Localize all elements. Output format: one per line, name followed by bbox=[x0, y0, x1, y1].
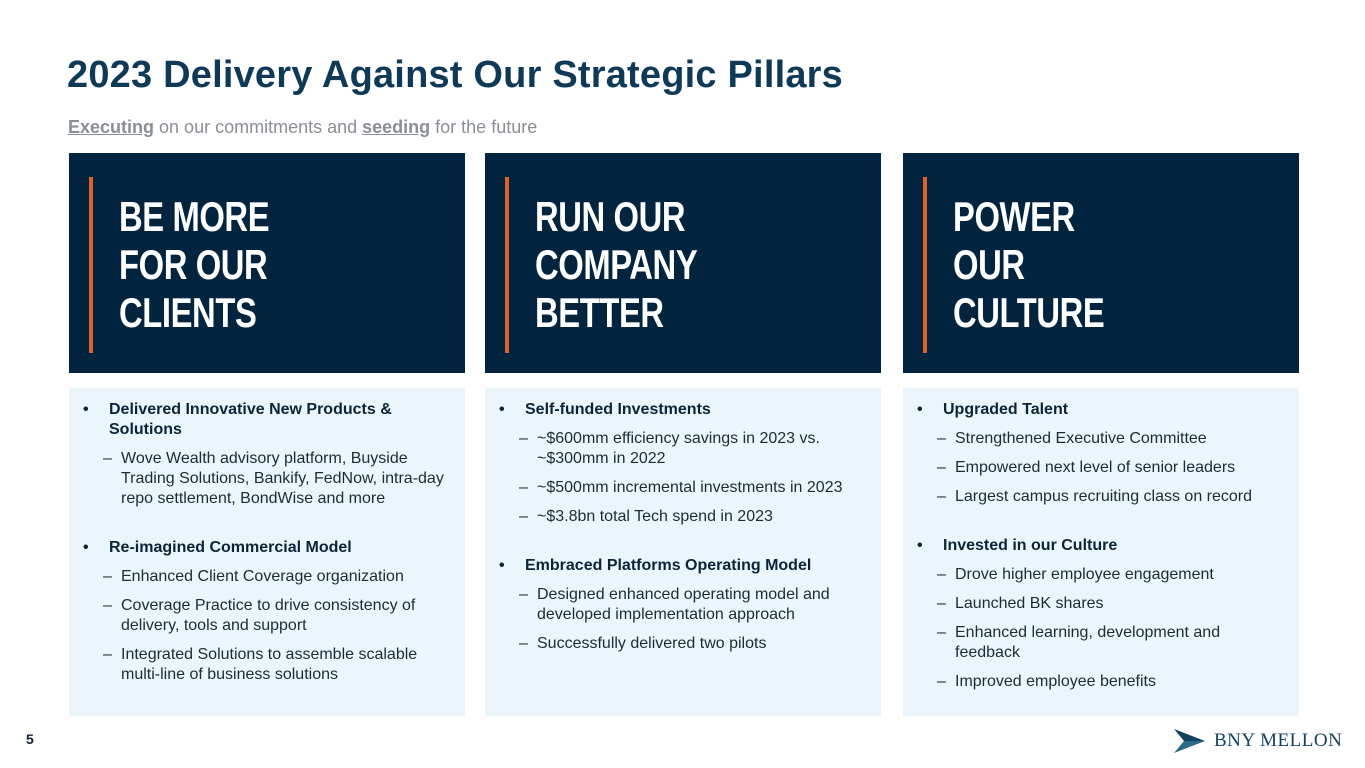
bullet-icon: • bbox=[499, 557, 505, 574]
sub-bullet-text: ~$500mm incremental investments in 2023 bbox=[537, 479, 843, 496]
sub-bullet: – Largest campus recruiting class on reco… bbox=[917, 487, 1283, 507]
dash-icon: – bbox=[103, 568, 112, 585]
dash-icon: – bbox=[103, 597, 112, 614]
bullet-icon: • bbox=[917, 401, 923, 418]
sub-bullet: – Integrated Solutions to assemble scalab… bbox=[83, 645, 449, 685]
bullet-title: Self-funded Investments bbox=[525, 401, 711, 418]
bullet-title: Re-imagined Commercial Model bbox=[109, 539, 352, 556]
logo-arrow-icon bbox=[1174, 729, 1205, 753]
pillar-column: POWER OUR CULTURE • Upgraded Talent – Streng… bbox=[903, 153, 1299, 716]
pillar-heading: POWER OUR CULTURE bbox=[953, 193, 1105, 336]
sub-bullet-text: Enhanced learning, development and feedb… bbox=[955, 624, 1221, 661]
sub-bullet-text: Launched BK shares bbox=[955, 595, 1104, 612]
logo-text: BNY MELLON bbox=[1214, 730, 1343, 751]
pillar-column: RUN OUR COMPANY BETTER • Self-funded Inves… bbox=[485, 153, 881, 716]
dash-icon: – bbox=[519, 586, 528, 603]
dash-icon: – bbox=[103, 646, 112, 663]
dash-icon: – bbox=[937, 624, 946, 641]
bullet-item: • Upgraded Talent – Strengthened Executive … bbox=[917, 400, 1283, 507]
page-subtitle: Executing on our commitments and seeding… bbox=[68, 117, 537, 138]
sub-bullet-text: Empowered next level of senior leaders bbox=[955, 459, 1236, 476]
page-number: 5 bbox=[26, 731, 34, 747]
pillar-header: POWER OUR CULTURE bbox=[903, 153, 1299, 373]
sub-bullet: – Enhanced learning, development and feed… bbox=[917, 623, 1283, 663]
bullet-title: Embraced Platforms Operating Model bbox=[525, 557, 812, 574]
sub-bullet: – ~$3.8bn total Tech spend in 2023 bbox=[499, 507, 865, 527]
sub-bullet-text: Successfully delivered two pilots bbox=[537, 635, 767, 652]
dash-icon: – bbox=[937, 595, 946, 612]
pillar-body: • Upgraded Talent – Strengthened Executive … bbox=[903, 388, 1299, 716]
pillar-column: BE MORE FOR OUR CLIENTS • Delivered Innova… bbox=[69, 153, 465, 716]
dash-icon: – bbox=[519, 635, 528, 652]
sub-bullet-text: Enhanced Client Coverage organization bbox=[121, 568, 404, 585]
dash-icon: – bbox=[103, 450, 112, 467]
bullet-title: Invested in our Culture bbox=[943, 537, 1118, 554]
sub-bullet: – Coverage Practice to drive consistency … bbox=[83, 596, 449, 636]
sub-bullet-text: Improved employee benefits bbox=[955, 673, 1156, 690]
subtitle-text-end: for the future bbox=[430, 117, 538, 137]
sub-bullet: – Wove Wealth advisory platform, Buyside … bbox=[83, 449, 449, 509]
sub-bullet-text: Designed enhanced operating model and de… bbox=[537, 586, 830, 623]
bullet-item: • Delivered Innovative New Products & Sol… bbox=[83, 400, 449, 509]
bullet-icon: • bbox=[917, 537, 923, 554]
subtitle-text: on our commitments and bbox=[154, 117, 363, 137]
sub-bullet: – Successfully delivered two pilots bbox=[499, 634, 865, 654]
dash-icon: – bbox=[519, 430, 528, 447]
pillar-body: • Self-funded Investments – ~$600mm efficie… bbox=[485, 388, 881, 716]
pillar-heading: RUN OUR COMPANY BETTER bbox=[535, 193, 698, 336]
sub-bullet: – ~$600mm efficiency savings in 2023 vs. … bbox=[499, 429, 865, 469]
dash-icon: – bbox=[937, 430, 946, 447]
accent-bar bbox=[89, 177, 93, 353]
sub-bullet-text: ~$600mm efficiency savings in 2023 vs. ~… bbox=[537, 430, 820, 467]
bullet-item: • Embraced Platforms Operating Model – Desi… bbox=[499, 556, 865, 654]
subtitle-emphasis-executing: Executing bbox=[68, 117, 155, 137]
sub-bullet-text: Strengthened Executive Committee bbox=[955, 430, 1207, 447]
bullet-item: • Invested in our Culture – Drove higher em… bbox=[917, 536, 1283, 692]
dash-icon: – bbox=[519, 479, 528, 496]
subtitle-emphasis-seeding: seeding bbox=[362, 117, 431, 137]
bullet-icon: • bbox=[499, 401, 505, 418]
sub-bullet: – Launched BK shares bbox=[917, 594, 1283, 614]
pillar-body: • Delivered Innovative New Products & Sol… bbox=[69, 388, 465, 716]
sub-bullet: – Designed enhanced operating model and d… bbox=[499, 585, 865, 625]
sub-bullet: – Drove higher employee engagement bbox=[917, 565, 1283, 585]
dash-icon: – bbox=[937, 673, 946, 690]
page-title: 2023 Delivery Against Our Strategic Pill… bbox=[67, 54, 843, 96]
dash-icon: – bbox=[937, 566, 946, 583]
sub-bullet: – Enhanced Client Coverage organization bbox=[83, 567, 449, 587]
sub-bullet-text: Largest campus recruiting class on recor… bbox=[955, 488, 1253, 505]
sub-bullet: – Improved employee benefits bbox=[917, 672, 1283, 692]
bullet-title: Delivered Innovative New Products & Solu… bbox=[109, 401, 392, 438]
bullet-icon: • bbox=[83, 539, 89, 556]
pillar-header: RUN OUR COMPANY BETTER bbox=[485, 153, 881, 373]
bullet-item: • Self-funded Investments – ~$600mm efficie… bbox=[499, 400, 865, 527]
bny-mellon-logo: BNY MELLON bbox=[1172, 728, 1342, 754]
bullet-icon: • bbox=[83, 401, 89, 418]
sub-bullet: – ~$500mm incremental investments in 2023 bbox=[499, 478, 865, 498]
pillar-header: BE MORE FOR OUR CLIENTS bbox=[69, 153, 465, 373]
sub-bullet: – Strengthened Executive Committee bbox=[917, 429, 1283, 449]
sub-bullet-text: Integrated Solutions to assemble scalabl… bbox=[121, 646, 418, 683]
sub-bullet-text: Drove higher employee engagement bbox=[955, 566, 1214, 583]
sub-bullet-text: Coverage Practice to drive consistency o… bbox=[121, 597, 416, 634]
dash-icon: – bbox=[519, 508, 528, 525]
bullet-item: • Re-imagined Commercial Model – Enhanced C… bbox=[83, 538, 449, 685]
dash-icon: – bbox=[937, 459, 946, 476]
sub-bullet-text: Wove Wealth advisory platform, Buyside T… bbox=[121, 450, 444, 507]
accent-bar bbox=[505, 177, 509, 353]
bullet-title: Upgraded Talent bbox=[943, 401, 1069, 418]
pillar-heading: BE MORE FOR OUR CLIENTS bbox=[119, 193, 270, 336]
dash-icon: – bbox=[937, 488, 946, 505]
accent-bar bbox=[923, 177, 927, 353]
sub-bullet: – Empowered next level of senior leaders bbox=[917, 458, 1283, 478]
sub-bullet-text: ~$3.8bn total Tech spend in 2023 bbox=[537, 508, 773, 525]
